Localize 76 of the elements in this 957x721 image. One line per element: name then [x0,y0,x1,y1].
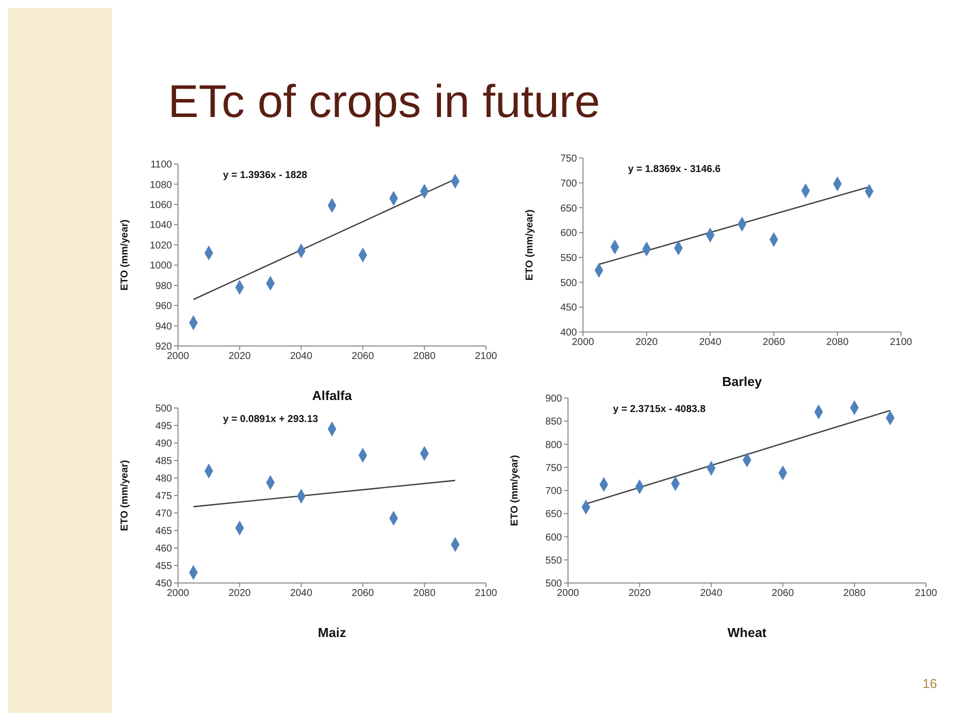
y-tick-label: 980 [155,280,172,292]
y-tick-label: 900 [545,394,562,405]
y-tick-label: 400 [560,328,578,339]
x-tick-label: 2040 [699,337,722,348]
x-tick-label: 2080 [843,588,866,600]
y-tick-label: 500 [155,404,172,415]
y-tick-label: 1060 [150,200,172,211]
y-tick-label: 700 [560,178,578,190]
y-tick-label: 700 [545,486,562,498]
y-tick-label: 650 [545,509,562,520]
x-tick-label: 2100 [890,337,913,348]
x-tick-label: 2100 [474,588,498,600]
x-axis-title: Alfalfa [312,388,353,403]
y-tick-label: 750 [560,154,578,165]
y-axis-title: ETO (mm/year) [524,210,536,280]
y-axis-title: ETO (mm/year) [120,460,131,531]
y-axis-title: ETO (mm/year) [510,455,521,526]
y-tick-label: 455 [155,561,172,572]
annotation: y = 2.3715x - 4083.8 [613,404,706,415]
x-tick-label: 2100 [914,588,938,600]
y-tick-label: 480 [155,474,172,485]
y-tick-label: 550 [545,555,562,566]
y-tick-label: 1100 [150,160,172,171]
x-tick-label: 2040 [700,588,723,600]
y-tick-label: 465 [155,526,172,538]
y-tick-label: 920 [155,342,172,353]
annotation: y = 1.3936x - 1828 [223,170,308,181]
y-tick-label: 460 [155,544,172,555]
x-tick-label: 2080 [413,588,436,600]
x-tick-label: 2060 [762,337,786,348]
x-tick-label: 2020 [228,588,252,600]
x-tick-label: 2000 [572,337,595,348]
y-tick-label: 1040 [150,220,172,232]
x-axis-title: Wheat [728,625,768,640]
x-tick-label: 2080 [826,337,849,348]
y-tick-label: 495 [155,421,172,432]
y-tick-label: 600 [560,228,578,240]
y-tick-label: 550 [560,252,578,264]
y-tick-label: 500 [545,578,562,590]
annotation: y = 0.0891x + 293.13 [223,414,318,425]
x-tick-label: 2000 [166,351,190,362]
y-tick-label: 450 [155,578,172,590]
x-tick-label: 2060 [352,351,374,362]
y-tick-label: 750 [545,462,562,474]
y-tick-label: 470 [155,508,172,520]
y-tick-label: 1080 [150,180,172,191]
x-tick-label: 2040 [290,351,313,362]
y-tick-label: 650 [560,203,578,214]
annotation: y = 1.8369x - 3146.6 [628,164,721,175]
y-tick-label: 500 [560,278,578,289]
text: 16 [922,676,937,691]
y-tick-label: 490 [155,438,172,450]
y-tick-label: 1020 [150,240,172,252]
y-axis-title: ETO (mm/year) [120,220,131,290]
chart-title: ETc of crops in future [168,74,600,128]
y-tick-label: 475 [155,491,172,502]
y-tick-label: 485 [155,456,172,468]
y-tick-label: 1000 [150,260,172,272]
y-tick-label: 450 [560,302,578,314]
x-tick-label: 2020 [628,588,652,600]
x-axis-title: Barley [722,374,763,389]
y-tick-label: 960 [155,301,172,312]
y-tick-label: 850 [545,416,562,428]
x-tick-label: 2020 [228,351,252,362]
x-tick-label: 2100 [474,351,498,362]
y-tick-label: 600 [545,532,562,544]
x-tick-label: 2080 [413,351,436,362]
x-axis-title: Maiz [318,625,347,640]
x-tick-label: 2020 [635,337,658,348]
y-tick-label: 800 [545,440,562,451]
x-tick-label: 2060 [772,588,794,600]
x-tick-label: 2000 [556,588,580,600]
y-tick-label: 940 [155,321,172,332]
x-tick-label: 2040 [290,588,313,600]
x-tick-label: 2000 [166,588,190,600]
x-tick-label: 2060 [352,588,374,600]
